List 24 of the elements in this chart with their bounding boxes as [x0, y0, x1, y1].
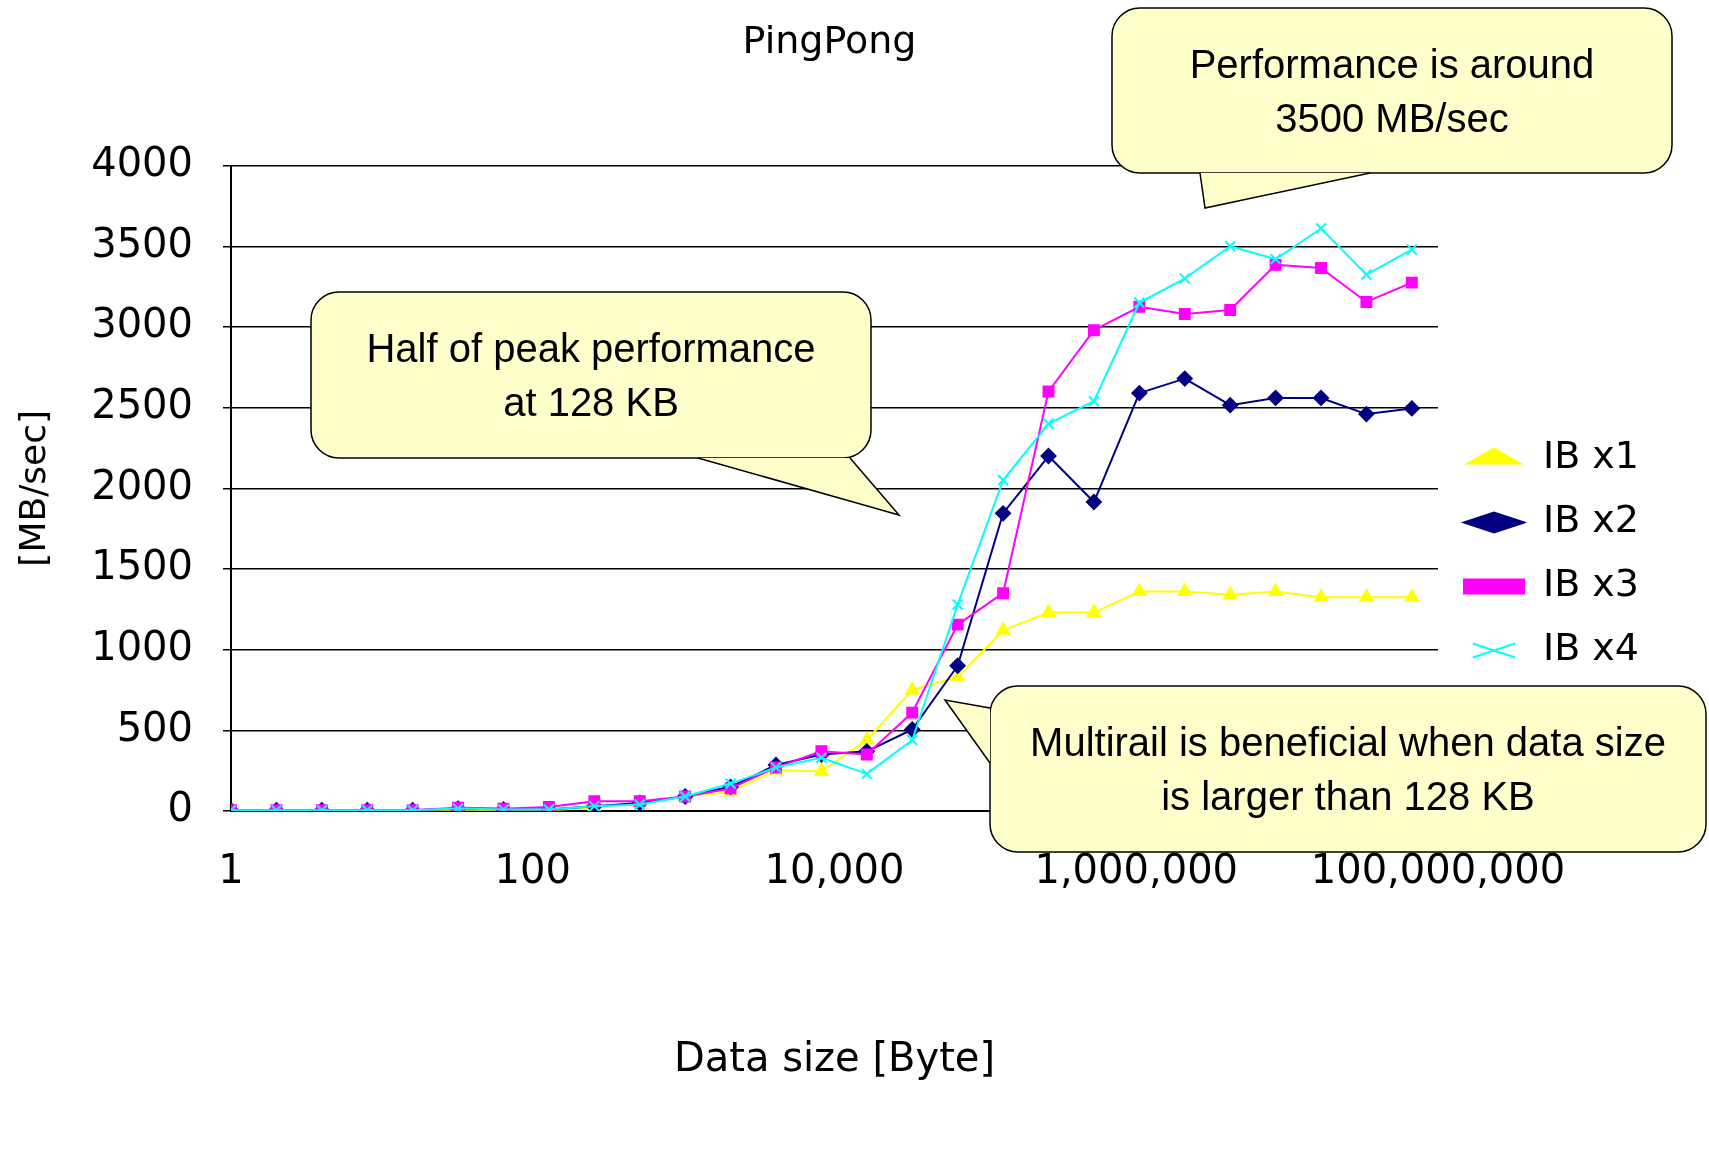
y-tick-label: 0 — [167, 784, 193, 831]
annotation: Half of peak performance at 128 KB — [365, 325, 817, 426]
y-tick-label: 2500 — [91, 381, 193, 428]
y-tick-label: 2000 — [91, 461, 193, 508]
y-axis-title: [MB/sec] — [11, 409, 53, 567]
legend-label: IB x4 — [1542, 625, 1640, 670]
y-tick-label: 500 — [116, 703, 193, 750]
x-tick-label: 100 — [494, 846, 571, 893]
annotation: Multirail is beneficial when data size is larger than 128 KB — [1030, 720, 1666, 818]
legend-label: IB x1 — [1542, 433, 1640, 478]
legend-label: IB x3 — [1542, 561, 1640, 606]
legend-label: IB x2 — [1542, 497, 1640, 542]
x-tick-label: 10,000 — [764, 846, 905, 893]
y-tick-label: 4000 — [91, 138, 193, 185]
y-tick-label: 3500 — [91, 219, 193, 266]
x-tick-label: 1 — [218, 846, 244, 893]
chart-title: PingPong — [742, 17, 917, 62]
y-tick-label: 3000 — [91, 300, 193, 347]
x-tick-label: 1,000,000 — [1034, 846, 1239, 893]
x-axis-title: Data size [Byte] — [673, 1034, 996, 1081]
x-tick-label: 100,000,000 — [1310, 846, 1566, 893]
y-tick-label: 1500 — [91, 542, 193, 589]
y-tick-label: 1000 — [91, 623, 193, 670]
text: Performance is around 3500 MB/sec — [1188, 40, 1596, 142]
